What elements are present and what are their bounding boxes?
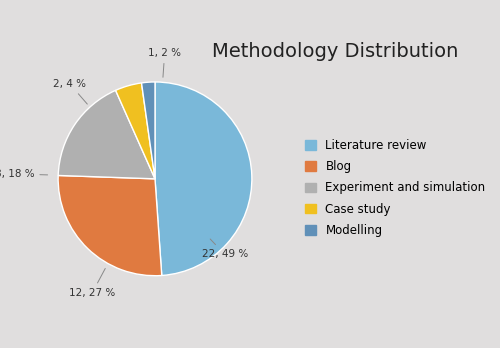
Text: Methodology Distribution: Methodology Distribution [212, 42, 458, 61]
Text: 1, 2 %: 1, 2 % [148, 48, 181, 77]
Wedge shape [142, 82, 155, 179]
Text: 8, 18 %: 8, 18 % [0, 169, 48, 179]
Text: 12, 27 %: 12, 27 % [69, 268, 115, 298]
Wedge shape [58, 175, 162, 276]
Legend: Literature review, Blog, Experiment and simulation, Case study, Modelling: Literature review, Blog, Experiment and … [302, 135, 489, 240]
Wedge shape [116, 83, 155, 179]
Wedge shape [155, 82, 252, 276]
Text: 2, 4 %: 2, 4 % [53, 79, 88, 104]
Wedge shape [58, 90, 155, 179]
Text: 22, 49 %: 22, 49 % [202, 239, 248, 259]
